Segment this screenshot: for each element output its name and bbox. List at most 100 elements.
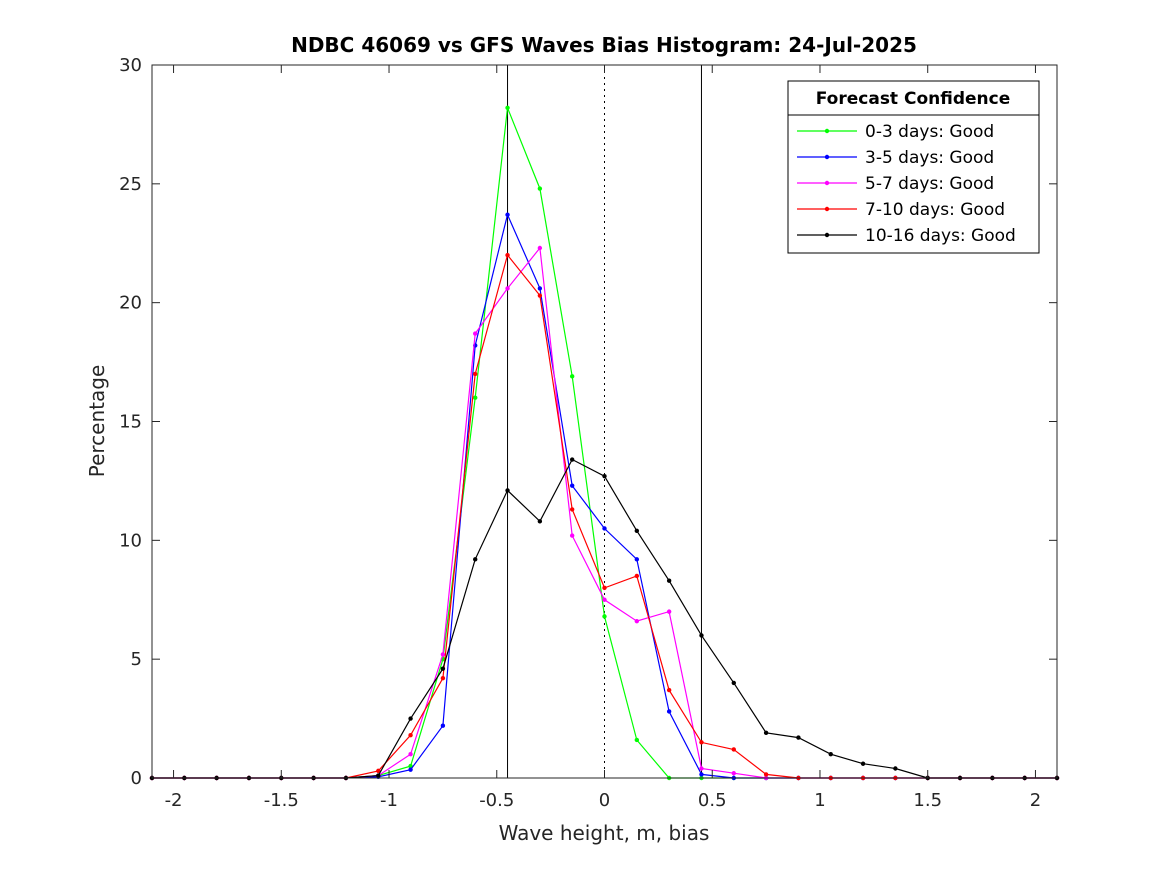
series-5-point <box>828 752 833 757</box>
series-5 <box>149 457 1060 781</box>
series-3-point <box>440 652 446 657</box>
legend: Forecast Confidence 0-3 days: Good 3-5 da… <box>787 80 1040 254</box>
series-3-point <box>505 286 510 291</box>
legend-entry-3: 5-7 days: Good <box>797 174 994 194</box>
series-2-point <box>537 286 543 291</box>
series-5-point <box>408 716 413 721</box>
series-4-point <box>666 687 672 693</box>
series-5-point <box>666 578 672 583</box>
series-5-point <box>569 457 575 462</box>
x-tick-label: 2 <box>1030 790 1041 811</box>
series-5-point <box>860 761 866 766</box>
series-3-point <box>569 533 575 538</box>
x-tick-label: -1.5 <box>264 790 299 811</box>
series-4-point <box>376 768 381 774</box>
series-1-point <box>569 374 575 379</box>
legend-entry-1: 0-3 days: Good <box>797 122 994 142</box>
chart-title: NDBC 46069 vs GFS Waves Bias Histogram: … <box>291 33 917 57</box>
series-1-point <box>505 105 510 110</box>
y-tick-label: 5 <box>131 649 142 670</box>
series-4-point <box>440 675 446 681</box>
series-1-point <box>537 186 543 191</box>
legend-swatch-marker <box>824 154 830 160</box>
series-2-point <box>569 483 575 488</box>
y-tick-label: 30 <box>119 55 142 76</box>
series-5-point <box>731 680 736 686</box>
series-3-point <box>731 771 736 776</box>
series-5-point <box>505 488 510 493</box>
series-5-point <box>376 773 381 778</box>
series-3-point <box>699 766 704 771</box>
series-3-point <box>473 331 478 336</box>
series-5-point <box>634 528 640 534</box>
series-1-point <box>634 737 640 743</box>
legend-label: 10-16 days: Good <box>865 226 1016 246</box>
series-4-point <box>731 747 736 752</box>
series-3-point <box>634 618 640 624</box>
legend-label: 5-7 days: Good <box>865 174 994 194</box>
series-4-point <box>602 585 607 591</box>
legend-entries-box <box>787 114 1040 254</box>
series-2-point <box>408 767 413 772</box>
legend-entry-5: 10-16 days: Good <box>797 226 1016 246</box>
x-tick-label: -0.5 <box>479 790 514 811</box>
series-2-point <box>699 772 704 777</box>
series-1-point <box>473 395 478 400</box>
y-tick-label: 20 <box>119 293 142 314</box>
legend-label: 0-3 days: Good <box>865 122 994 142</box>
x-tick-label: 1.5 <box>913 790 942 811</box>
series-5-point <box>537 519 543 524</box>
series-1-point <box>602 614 607 619</box>
series-4-point <box>634 573 640 579</box>
legend-entry-2: 3-5 days: Good <box>797 148 994 168</box>
series-3-point <box>666 609 672 614</box>
x-tick-label: 0 <box>599 790 610 811</box>
legend-swatch-marker <box>824 128 830 134</box>
x-axis-label: Wave height, m, bias <box>499 821 710 845</box>
series-1-point <box>408 763 413 769</box>
legend-title: Forecast Confidence <box>816 89 1011 109</box>
y-tick-label: 0 <box>131 768 142 789</box>
series-5-point <box>699 633 704 638</box>
x-tick-label: -1 <box>380 790 398 811</box>
series-3-point <box>408 752 413 757</box>
series-4-point <box>763 772 769 777</box>
legend-entry-4: 7-10 days: Good <box>797 200 1005 220</box>
series-5-point <box>893 766 898 771</box>
legend-label: 3-5 days: Good <box>865 148 994 168</box>
series-2-point <box>666 709 672 714</box>
series-5-point <box>473 557 478 562</box>
legend-entries: 0-3 days: Good 3-5 days: Good 5-7 days: Go… <box>797 122 1016 246</box>
series-4-point <box>473 371 478 377</box>
series-5-point <box>602 473 607 479</box>
y-tick-label: 15 <box>119 412 142 433</box>
y-axis-label: Percentage <box>85 365 109 478</box>
series-2-point <box>505 212 510 217</box>
x-tick-label: 1 <box>814 790 825 811</box>
series-2-point <box>634 557 640 562</box>
legend-swatch-marker <box>824 206 830 212</box>
legend-title-box <box>787 80 1040 116</box>
series-5-point <box>796 735 801 740</box>
series-5-point <box>763 730 769 736</box>
series-4-point <box>537 293 543 298</box>
legend-label: 7-10 days: Good <box>865 200 1005 220</box>
series-4-point <box>569 507 575 512</box>
series-5-point <box>440 666 446 671</box>
x-tick-label: -2 <box>165 790 183 811</box>
series-4-point <box>699 740 704 745</box>
legend-swatch-marker <box>824 232 830 238</box>
x-tick-label: 0.5 <box>698 790 727 811</box>
series-4-point <box>408 733 413 738</box>
series-3-point <box>537 245 543 251</box>
series-2-point <box>602 526 607 531</box>
series-4-point <box>505 252 510 258</box>
series-3-point <box>602 597 607 602</box>
y-tick-label: 10 <box>119 530 142 551</box>
legend-swatch-marker <box>824 180 830 186</box>
reference-lines <box>507 65 702 778</box>
series-2-point <box>440 723 446 728</box>
